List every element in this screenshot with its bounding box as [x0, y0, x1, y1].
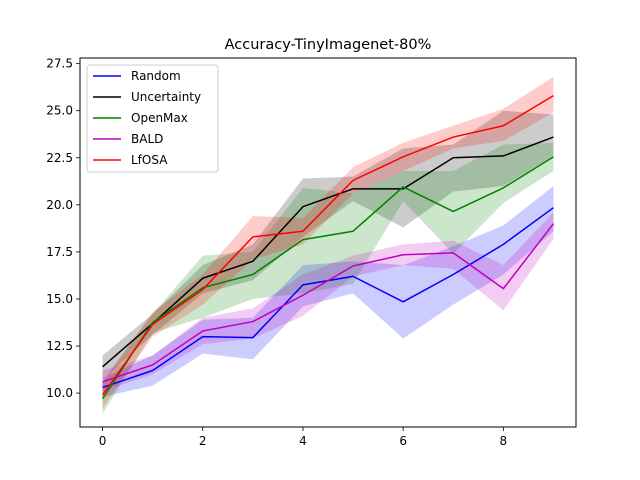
legend-label-random: Random: [131, 69, 181, 83]
legend-label-lfosa: LfOSA: [131, 153, 168, 167]
x-tick-label: 8: [500, 434, 508, 448]
chart-title: Accuracy-TinyImagenet-80%: [225, 37, 432, 53]
y-tick-label: 17.5: [46, 245, 73, 259]
band-uncertainty: [102, 110, 554, 380]
y-tick-label: 22.5: [46, 151, 73, 165]
band-bald: [102, 212, 554, 392]
band-openmax: [102, 142, 554, 414]
confidence-bands: [102, 76, 554, 414]
plot-frame: [79, 57, 577, 428]
band-random: [102, 186, 554, 397]
band-lfosa: [102, 76, 554, 409]
legend-label-bald: BALD: [131, 132, 163, 146]
series-lines: [101, 95, 555, 400]
legend-box: [86, 64, 219, 173]
line-openmax: [101, 156, 554, 400]
y-tick-label: 20.0: [46, 198, 73, 212]
y-axis: 10.0 12.5 15.0 17.5 20.0 22.5 25.0 27.5: [46, 57, 80, 400]
x-tick-label: 2: [199, 434, 207, 448]
legend-label-openmax: OpenMax: [131, 111, 188, 125]
line-bald: [102, 223, 555, 383]
x-tick-label: 6: [399, 434, 407, 448]
legend-label-uncertainty: Uncertainty: [131, 90, 201, 104]
x-tick-label: 0: [99, 434, 107, 448]
y-tick-label: 27.5: [46, 57, 73, 71]
legend: Random Uncertainty OpenMax BALD LfOSA: [86, 64, 219, 173]
y-tick-label: 12.5: [46, 339, 73, 353]
y-tick-label: 25.0: [46, 104, 73, 118]
x-tick-label: 4: [299, 434, 307, 448]
line-lfosa: [101, 95, 554, 396]
line-uncertainty: [102, 136, 554, 368]
x-axis: 0 2 4 6 8: [99, 427, 507, 448]
y-tick-label: 10.0: [46, 386, 73, 400]
y-tick-label: 15.0: [46, 292, 73, 306]
